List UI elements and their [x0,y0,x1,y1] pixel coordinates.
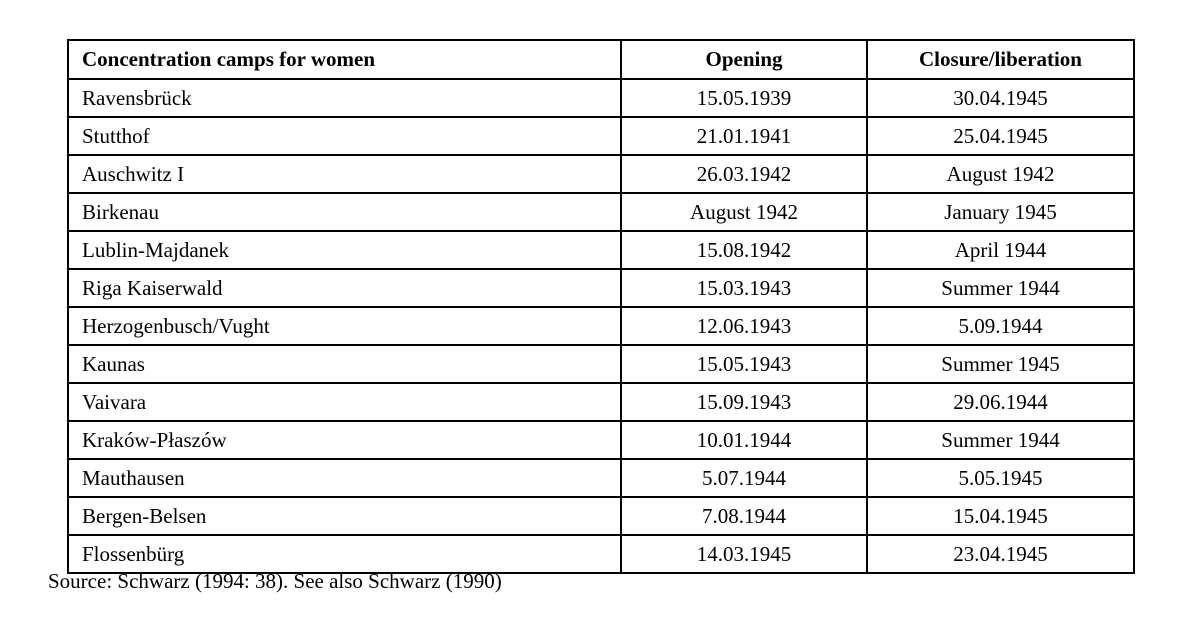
table-row: Riga Kaiserwald 15.03.1943 Summer 1944 [67,268,1135,308]
opening-date-cell: 26.03.1942 [620,154,868,194]
closure-date-cell: 29.06.1944 [866,382,1135,422]
camp-name-cell: Kaunas [67,344,622,384]
closure-date-cell: April 1944 [866,230,1135,270]
closure-date-cell: Summer 1944 [866,268,1135,308]
camp-name-cell: Bergen-Belsen [67,496,622,536]
source-note: Source: Schwarz (1994: 38). See also Sch… [48,569,502,593]
camp-name-cell: Riga Kaiserwald [67,268,622,308]
opening-date-cell: August 1942 [620,192,868,232]
opening-date-cell: 15.03.1943 [620,268,868,308]
opening-date-cell: 10.01.1944 [620,420,868,460]
camp-name-cell: Flossenbürg [67,534,622,574]
table-row: Lublin-Majdanek 15.08.1942 April 1944 [67,230,1135,270]
closure-date-cell: January 1945 [866,192,1135,232]
camp-name-cell: Ravensbrück [67,78,622,118]
table-row: Flossenbürg 14.03.1945 23.04.1945 [67,534,1135,574]
opening-date-cell: 14.03.1945 [620,534,868,574]
opening-date-cell: 21.01.1941 [620,116,868,156]
camps-table: Concentration camps for women Opening Cl… [67,39,1135,574]
camp-name-cell: Mauthausen [67,458,622,498]
table-row: Auschwitz I 26.03.1942 August 1942 [67,154,1135,194]
opening-date-cell: 15.05.1943 [620,344,868,384]
closure-date-cell: 23.04.1945 [866,534,1135,574]
camp-name-cell: Herzogenbusch/Vught [67,306,622,346]
table-row: Vaivara 15.09.1943 29.06.1944 [67,382,1135,422]
closure-date-cell: 15.04.1945 [866,496,1135,536]
opening-date-cell: 7.08.1944 [620,496,868,536]
table-row: Kaunas 15.05.1943 Summer 1945 [67,344,1135,384]
table-row: Ravensbrück 15.05.1939 30.04.1945 [67,78,1135,118]
camps-table-header: Concentration camps for women Opening Cl… [67,39,1135,80]
camp-name-cell: Vaivara [67,382,622,422]
table-row: Mauthausen 5.07.1944 5.05.1945 [67,458,1135,498]
closure-date-cell: 25.04.1945 [866,116,1135,156]
closure-date-cell: 30.04.1945 [866,78,1135,118]
camp-name-cell: Birkenau [67,192,622,232]
column-header-closure-liberation: Closure/liberation [866,39,1135,80]
closure-date-cell: 5.05.1945 [866,458,1135,498]
closure-date-cell: Summer 1945 [866,344,1135,384]
table-row: Herzogenbusch/Vught 12.06.1943 5.09.1944 [67,306,1135,346]
closure-date-cell: August 1942 [866,154,1135,194]
table-row: Stutthof 21.01.1941 25.04.1945 [67,116,1135,156]
column-header-opening: Opening [620,39,868,80]
opening-date-cell: 12.06.1943 [620,306,868,346]
closure-date-cell: Summer 1944 [866,420,1135,460]
table-row: Kraków-Płaszów 10.01.1944 Summer 1944 [67,420,1135,460]
camps-table-body: Ravensbrück 15.05.1939 30.04.1945 Stutthof 2… [67,78,1135,574]
table-row: Bergen-Belsen 7.08.1944 15.04.1945 [67,496,1135,536]
camp-name-cell: Kraków-Płaszów [67,420,622,460]
closure-date-cell: 5.09.1944 [866,306,1135,346]
header-row: Concentration camps for women Opening Cl… [67,39,1135,80]
opening-date-cell: 15.08.1942 [620,230,868,270]
table-row: Birkenau August 1942 January 1945 [67,192,1135,232]
column-header-camps: Concentration camps for women [67,39,622,80]
camp-name-cell: Stutthof [67,116,622,156]
opening-date-cell: 15.05.1939 [620,78,868,118]
camp-name-cell: Auschwitz I [67,154,622,194]
camp-name-cell: Lublin-Majdanek [67,230,622,270]
opening-date-cell: 5.07.1944 [620,458,868,498]
opening-date-cell: 15.09.1943 [620,382,868,422]
